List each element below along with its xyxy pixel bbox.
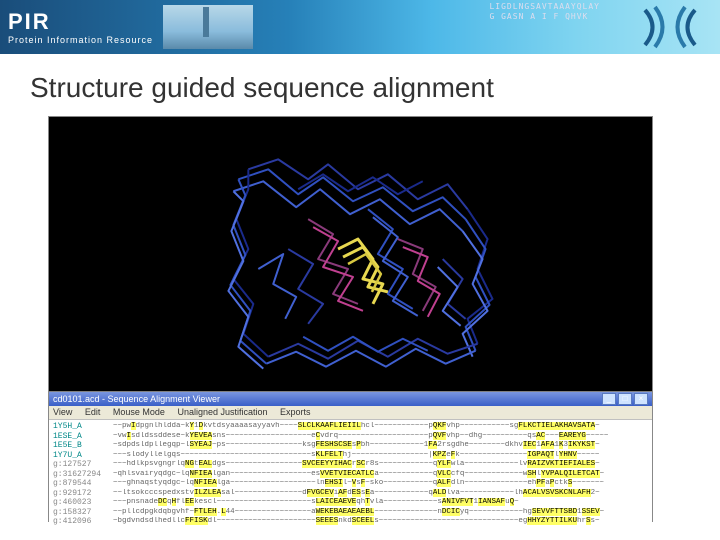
sequence-text: ~bgdvndsdlhedllcFFISKdl~~~~~~~~~~~~~~~~~…	[113, 517, 648, 527]
alignment-row[interactable]: g:879544~~~ghnaqstyqdgc~lqNFIEAlga~~~~~~…	[53, 479, 648, 489]
sequence-text: ~~~hdlkpsvgngrlqNGtEALdgs~~~~~~~~~~~~~~~…	[113, 460, 648, 470]
protein-structure	[49, 117, 652, 391]
menu-unaligned[interactable]: Unaligned Justification	[177, 407, 267, 417]
minimize-button[interactable]: _	[602, 393, 616, 405]
alignment-row[interactable]: g:929172~~ltsokcccspedxstvILZLEAsal~~~~~…	[53, 489, 648, 499]
window-buttons: _ □ ×	[602, 393, 648, 405]
sequence-text: ~~~pnsnadeDCqHflEEkescl~~~~~~~~~~~~~~~~~…	[113, 498, 648, 508]
city-image	[163, 5, 253, 49]
alignment-row[interactable]: g:158327~~pllcdpgkdqbgvhf~FTLEH.L44~~~~~…	[53, 508, 648, 518]
sequence-id[interactable]: 1Y5H_A	[53, 422, 113, 432]
sequence-text: ~~~ghnaqstyqdgc~lqNFIEAlga~~~~~~~~~~~~~~…	[113, 479, 648, 489]
menu-mouse[interactable]: Mouse Mode	[113, 407, 165, 417]
close-button[interactable]: ×	[634, 393, 648, 405]
alignment-row[interactable]: g:412096~bgdvndsdlhedllcFFISKdl~~~~~~~~~…	[53, 517, 648, 527]
logo-subtitle: Protein Information Resource	[8, 35, 153, 45]
sequence-id[interactable]: g:127527	[53, 460, 113, 470]
sequence-ribbon: LIGDLNGSAVTAAAYQLAY G GASN A I F QHVK	[489, 2, 600, 22]
sequence-text: ~~ltsokcccspedxstvILZLEAsal~~~~~~~~~~~~~…	[113, 489, 648, 499]
sequence-id[interactable]: g:412096	[53, 517, 113, 527]
menu-view[interactable]: View	[53, 407, 72, 417]
alignment-row[interactable]: 1E5E_B~sdpdsldpllegqp~lSYEAJ~ps~~~~~~~~~…	[53, 441, 648, 451]
sequence-id[interactable]: g:158327	[53, 508, 113, 518]
alignment-panel: cd0101.acd - Sequence Alignment Viewer _…	[49, 391, 652, 527]
sequence-text: ~sdpdsldpllegqp~lSYEAJ~ps~~~~~~~~~~~~~~~…	[113, 441, 648, 451]
pir-logo: PIR Protein Information Resource	[0, 9, 153, 45]
menu-edit[interactable]: Edit	[85, 407, 101, 417]
sequence-text: ~~pwIdpgnlhldda~kY1Dkvtdsyaaaasayyavh~~~…	[113, 422, 648, 432]
app-screenshot: cd0101.acd - Sequence Alignment Viewer _…	[48, 116, 653, 522]
alignment-row[interactable]: g:31627294~qhlsvairyqdgc~lqNFIEAlgan~~~~…	[53, 470, 648, 480]
sequence-id[interactable]: 1Y7U_A	[53, 451, 113, 461]
sequence-text: ~~~slodyllelgqs~~~~~~~~~~~~~~~~~~~~~~~~~…	[113, 451, 648, 461]
alignment-row[interactable]: 1Y5H_A~~pwIdpgnlhldda~kY1Dkvtdsyaaaasayy…	[53, 422, 648, 432]
structure-viewer[interactable]	[49, 117, 652, 391]
alignment-row[interactable]: 1Y7U_A~~~slodyllelgqs~~~~~~~~~~~~~~~~~~~…	[53, 451, 648, 461]
sequence-id[interactable]: g:460023	[53, 498, 113, 508]
alignment-menubar: View Edit Mouse Mode Unaligned Justifica…	[49, 406, 652, 420]
menu-exports[interactable]: Exports	[280, 407, 311, 417]
alignment-row[interactable]: g:460023~~~pnsnadeDCqHflEEkescl~~~~~~~~~…	[53, 498, 648, 508]
sequence-text: ~~pllcdpgkdqbgvhf~FTLEH.L44~~~~~~~~~~~~~…	[113, 508, 648, 518]
sequence-id[interactable]: g:929172	[53, 489, 113, 499]
sequence-id[interactable]: g:879544	[53, 479, 113, 489]
alignment-row[interactable]: g:127527~~~hdlkpsvgngrlqNGtEALdgs~~~~~~~…	[53, 460, 648, 470]
logo-text: PIR	[8, 9, 153, 35]
alignment-body[interactable]: 1Y5H_A~~pwIdpgnlhldda~kY1Dkvtdsyaaaasayy…	[49, 420, 652, 527]
sequence-text: ~vwIsdldssddese~kYEVEAsns~~~~~~~~~~~~~~~…	[113, 432, 648, 442]
header-banner: PIR Protein Information Resource LIGDLNG…	[0, 0, 720, 54]
maximize-button[interactable]: □	[618, 393, 632, 405]
sequence-id[interactable]: 1E5E_B	[53, 441, 113, 451]
sequence-text: ~qhlsvairyqdgc~lqNFIEAlgan~~~~~~~~~~~~~~…	[113, 470, 648, 480]
sequence-id[interactable]: g:31627294	[53, 470, 113, 480]
sequence-id[interactable]: 1ESE_A	[53, 432, 113, 442]
slide-title: Structure guided sequence alignment	[0, 54, 720, 116]
alignment-titlebar[interactable]: cd0101.acd - Sequence Alignment Viewer _…	[49, 392, 652, 406]
alignment-title-text: cd0101.acd - Sequence Alignment Viewer	[53, 394, 220, 404]
alignment-row[interactable]: 1ESE_A~vwIsdldssddese~kYEVEAsns~~~~~~~~~…	[53, 432, 648, 442]
helix-decoration	[640, 5, 710, 49]
